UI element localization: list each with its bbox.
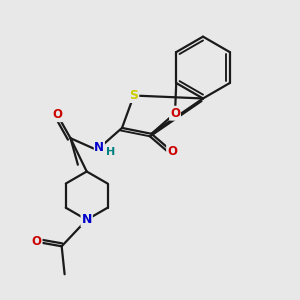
Text: O: O	[52, 108, 62, 121]
Text: N: N	[82, 213, 92, 226]
Text: H: H	[106, 147, 115, 158]
Text: O: O	[32, 236, 42, 248]
Text: S: S	[129, 89, 138, 102]
Text: N: N	[94, 141, 104, 154]
Text: O: O	[167, 145, 177, 158]
Text: O: O	[170, 107, 180, 120]
